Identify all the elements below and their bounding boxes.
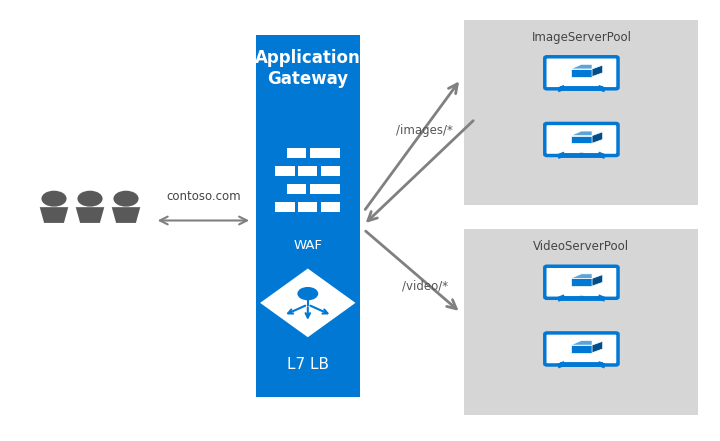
Bar [298,166,318,176]
Text: /images/*: /images/* [397,123,453,137]
Polygon shape [571,69,592,77]
Bar [275,202,294,212]
Text: VideoServerPool: VideoServerPool [534,240,629,253]
Polygon shape [571,131,592,136]
Bar [287,148,306,158]
Polygon shape [76,207,104,223]
Text: L7 LB: L7 LB [287,357,329,372]
FancyBboxPatch shape [545,266,618,298]
Polygon shape [592,65,603,77]
Text: ImageServerPool: ImageServerPool [531,31,631,44]
Bar [287,184,306,194]
Circle shape [298,288,318,299]
Text: /video/*: /video/* [402,280,448,293]
Bar [321,184,341,194]
Polygon shape [592,132,603,143]
Bar [256,35,360,397]
Bar [321,202,341,212]
Polygon shape [571,340,592,345]
Polygon shape [571,274,592,278]
Polygon shape [262,270,354,336]
Bar [275,166,294,176]
FancyBboxPatch shape [545,57,618,89]
Polygon shape [112,207,140,223]
FancyBboxPatch shape [545,333,618,365]
Circle shape [42,191,66,206]
Bar [298,202,318,212]
Polygon shape [571,278,592,286]
Circle shape [114,191,138,206]
Bar [310,148,329,158]
Circle shape [78,191,102,206]
Text: contoso.com: contoso.com [166,190,240,203]
Text: Application
Gateway: Application Gateway [255,49,361,88]
Polygon shape [40,207,68,223]
Polygon shape [592,275,603,286]
Polygon shape [571,345,592,353]
Text: WAF: WAF [293,239,323,251]
Bar [321,166,341,176]
Polygon shape [571,64,592,69]
FancyBboxPatch shape [545,123,618,156]
Polygon shape [571,136,592,143]
Bar [464,229,698,415]
Bar [464,20,698,205]
Bar [310,184,329,194]
Polygon shape [592,341,603,353]
Bar [321,148,341,158]
